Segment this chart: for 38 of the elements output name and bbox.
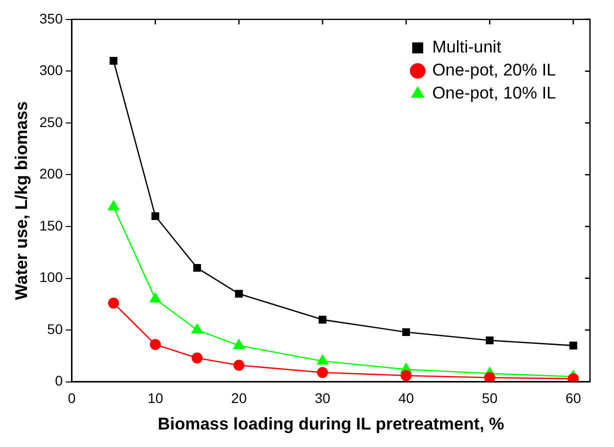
point bbox=[108, 298, 120, 309]
point bbox=[110, 56, 118, 65]
x-axis-title: Biomass loading during IL pretreatment, % bbox=[158, 414, 504, 434]
y-tick-label: 0 bbox=[54, 372, 63, 389]
point bbox=[317, 366, 328, 378]
point bbox=[484, 372, 496, 382]
point bbox=[150, 339, 161, 350]
x-tick-label: 40 bbox=[398, 390, 414, 406]
x-tick-label: 20 bbox=[231, 390, 247, 406]
point bbox=[193, 264, 202, 272]
point bbox=[191, 323, 204, 334]
y-tick-label: 250 bbox=[39, 114, 63, 130]
point bbox=[232, 338, 245, 350]
x-tick-label: 0 bbox=[68, 390, 76, 406]
legend-label: Multi-unit bbox=[432, 38, 502, 57]
point bbox=[316, 354, 329, 365]
y-tick-label: 300 bbox=[39, 62, 63, 78]
point bbox=[318, 316, 326, 324]
x-tick-label: 50 bbox=[482, 390, 498, 406]
point bbox=[233, 360, 244, 371]
y-tick-label: 350 bbox=[39, 10, 63, 26]
y-tick-label: 150 bbox=[39, 217, 63, 234]
point bbox=[151, 212, 160, 220]
point bbox=[400, 370, 412, 382]
point bbox=[569, 342, 578, 350]
x-tick-label: 10 bbox=[148, 390, 164, 406]
x-tick-label: 60 bbox=[565, 390, 582, 406]
x-tick-label: 30 bbox=[314, 390, 331, 406]
point bbox=[486, 336, 494, 344]
y-tick-label: 50 bbox=[47, 320, 63, 337]
point bbox=[192, 352, 203, 364]
legend-label: One-pot, 20% IL bbox=[432, 60, 556, 80]
y-tick-label: 200 bbox=[39, 166, 63, 182]
y-axis-title: Water use, L/kg biomass bbox=[12, 101, 31, 300]
y-tick-label: 100 bbox=[39, 269, 63, 286]
legend-label: One-pot, 10% IL bbox=[432, 84, 556, 103]
point bbox=[235, 290, 243, 298]
point bbox=[402, 328, 410, 336]
